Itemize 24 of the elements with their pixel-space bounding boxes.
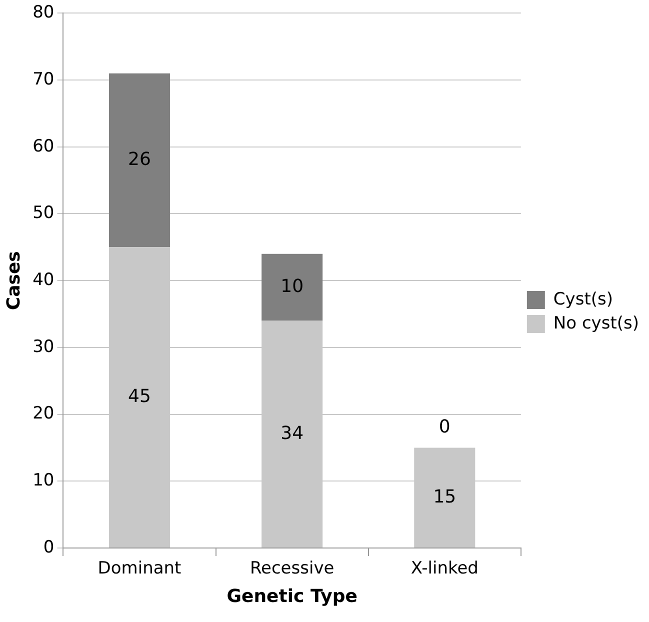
bar [262,254,323,321]
x-axis-title: Genetic Type [226,586,358,607]
bar [109,73,170,248]
y-tick-label: 80 [32,2,54,23]
legend-label: No cyst(s) [553,313,640,334]
y-tick-label: 10 [32,470,54,491]
x-tick-label: X-linked [410,558,478,579]
data-label: 26 [128,148,151,170]
data-label: 15 [433,486,456,508]
legend-label: Cyst(s) [553,289,614,310]
y-tick-label: 0 [43,537,54,558]
y-tick-label: 60 [32,136,54,156]
y-tick-label: 70 [32,69,54,90]
x-tick-label: Recessive [250,558,334,579]
data-label: 34 [280,422,304,444]
y-tick-label: 50 [32,203,54,224]
y-tick-label: 40 [32,270,54,290]
y-tick-label: 30 [32,336,54,357]
data-label: 45 [128,386,151,408]
x-tick-label: Dominant [98,558,182,579]
y-axis-title: Cases [3,251,24,310]
data-label: 10 [280,276,304,297]
data-label: 0 [438,416,450,438]
y-tick-label: 20 [32,404,54,424]
